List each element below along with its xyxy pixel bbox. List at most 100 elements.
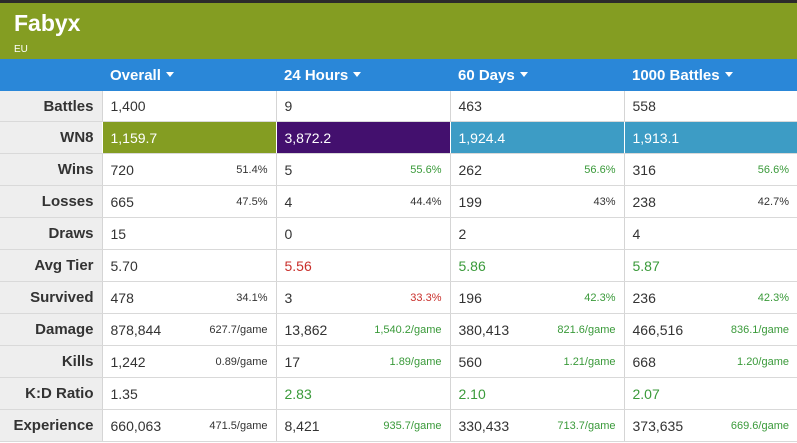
stat-value: 17 (284, 353, 301, 370)
stat-cell: 373,635 669.6/game (623, 409, 797, 442)
row-avg-tier: Avg Tier 5.70 5.56 5.86 5.87 (0, 249, 797, 282)
stat-percent: 56.6% (757, 163, 789, 176)
stat-cell: 466,516 836.1/game (623, 313, 797, 346)
stat-value: 2.83 (284, 385, 312, 402)
period-label: 24 Hours (284, 66, 349, 84)
stat-value: 668 (632, 353, 656, 370)
stat-value: 0 (284, 225, 293, 242)
stat-per-game: 821.6/game (557, 323, 616, 336)
stat-cell: 15 (101, 217, 276, 250)
stat-value: 3,872.2 (284, 129, 332, 146)
row-kd-ratio: K:D Ratio 1.35 2.83 2.10 2.07 (0, 377, 797, 410)
stat-cell: 558 (623, 91, 797, 122)
stat-value: 5.87 (632, 257, 660, 274)
stat-per-game: 836.1/game (730, 323, 789, 336)
stat-value: 560 (458, 353, 482, 370)
stat-cell: 262 56.6% (449, 153, 624, 186)
stat-value: 316 (632, 161, 656, 178)
stat-value: 199 (458, 193, 482, 210)
header-corner (0, 59, 102, 91)
stat-per-game: 1.20/game (737, 355, 789, 368)
top-border (0, 0, 797, 3)
stat-cell: 5.70 (101, 249, 276, 282)
stat-cell: 1,400 (101, 91, 276, 122)
stat-value: 1,159.7 (110, 129, 158, 146)
period-label: Overall (110, 66, 161, 84)
stat-value: 13,862 (284, 321, 328, 338)
stat-percent: 51.4% (236, 163, 268, 176)
stat-cell: 5.86 (449, 249, 624, 282)
player-header: Fabyx EU (0, 3, 797, 59)
stat-cell: 2.83 (275, 377, 450, 410)
stat-cell: 665 47.5% (101, 185, 276, 218)
stat-cell: 4 44.4% (275, 185, 450, 218)
stat-cell: 463 (449, 91, 624, 122)
stat-value: 4 (284, 193, 293, 210)
wn8-cell: 1,159.7 (101, 121, 276, 154)
stat-per-game: 935.7/game (383, 419, 442, 432)
stat-percent: 56.6% (584, 163, 616, 176)
stat-value: 660,063 (110, 417, 162, 434)
stat-value: 2 (458, 225, 467, 242)
row-survived: Survived 478 34.1% 3 33.3% 196 42.3% 236 42.… (0, 281, 797, 314)
row-draws: Draws 15 0 2 4 (0, 217, 797, 250)
period-label: 60 Days (458, 66, 515, 84)
row-experience: Experience 660,063 471.5/game 8,421 935.7/… (0, 409, 797, 442)
stat-value: 15 (110, 225, 127, 242)
stat-cell: 9 (275, 91, 450, 122)
stat-value: 330,433 (458, 417, 510, 434)
row-kills: Kills 1,242 0.89/game 17 1.89/game 560 1.21… (0, 345, 797, 378)
caret-down-icon (165, 71, 174, 77)
stat-value: 373,635 (632, 417, 684, 434)
caret-down-icon (724, 71, 733, 77)
stat-cell: 380,413 821.6/game (449, 313, 624, 346)
stat-per-game: 627.7/game (209, 323, 268, 336)
period-header-row: Overall 24 Hours 60 Days 1000 Battles (0, 59, 797, 91)
period-dropdown-overall[interactable]: Overall (102, 59, 276, 91)
stat-percent: 47.5% (236, 195, 268, 208)
stat-value: 5.70 (110, 257, 138, 274)
row-label: Draws (0, 217, 102, 250)
row-label: Damage (0, 313, 102, 346)
stat-value: 1,924.4 (458, 129, 506, 146)
row-label: Experience (0, 409, 102, 442)
stat-value: 238 (632, 193, 656, 210)
caret-down-icon (353, 71, 362, 77)
stat-per-game: 713.7/game (557, 419, 616, 432)
stat-value: 1,400 (110, 98, 146, 114)
stat-per-game: 669.6/game (730, 419, 789, 432)
wn8-cell: 1,924.4 (449, 121, 624, 154)
row-label: WN8 (0, 121, 102, 154)
row-label: Avg Tier (0, 249, 102, 282)
row-label: K:D Ratio (0, 377, 102, 410)
wn8-cell: 1,913.1 (623, 121, 797, 154)
stat-percent: 44.4% (410, 195, 442, 208)
stat-cell: 478 34.1% (101, 281, 276, 314)
stat-cell: 8,421 935.7/game (275, 409, 450, 442)
stat-percent: 55.6% (410, 163, 442, 176)
stat-value: 1,913.1 (632, 129, 680, 146)
period-dropdown-60-days[interactable]: 60 Days (450, 59, 624, 91)
period-dropdown-24-hours[interactable]: 24 Hours (276, 59, 450, 91)
stat-cell: 236 42.3% (623, 281, 797, 314)
row-wins: Wins 720 51.4% 5 55.6% 262 56.6% 316 56.6% (0, 153, 797, 186)
stat-cell: 13,862 1,540.2/game (275, 313, 450, 346)
stat-value: 665 (110, 193, 134, 210)
stat-per-game: 471.5/game (209, 419, 268, 432)
stat-cell: 1.35 (101, 377, 276, 410)
stat-value: 5.86 (458, 257, 486, 274)
stat-cell: 5.56 (275, 249, 450, 282)
stat-value: 3 (284, 289, 293, 306)
period-dropdown-1000-battles[interactable]: 1000 Battles (624, 59, 797, 91)
stat-cell: 316 56.6% (623, 153, 797, 186)
stat-value: 1.35 (110, 385, 138, 402)
caret-down-icon (519, 71, 528, 77)
stat-value: 9 (284, 98, 293, 114)
stat-percent: 34.1% (236, 291, 268, 304)
stat-percent: 42.3% (757, 291, 789, 304)
stat-cell: 0 (275, 217, 450, 250)
stat-value: 262 (458, 161, 482, 178)
stat-value: 8,421 (284, 417, 320, 434)
stat-value: 4 (632, 225, 641, 242)
stat-percent: 43% (593, 195, 616, 208)
